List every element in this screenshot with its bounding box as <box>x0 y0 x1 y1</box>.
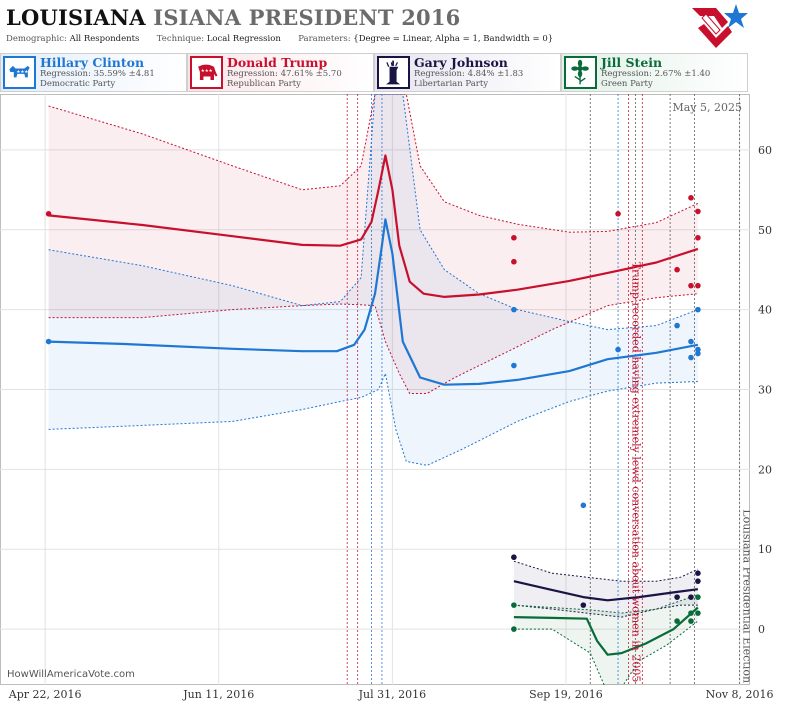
upper-bound-line <box>513 560 699 582</box>
poll-point <box>45 338 52 345</box>
poll-point <box>511 362 517 369</box>
poll-point <box>695 570 701 576</box>
regression-line <box>48 154 699 298</box>
candidate-regression: Regression: 2.67% ±1.40 <box>601 69 711 79</box>
y-tick-label: 30 <box>758 384 772 397</box>
poll-point <box>511 258 517 265</box>
regression-line <box>513 606 699 656</box>
y-tick-label: 60 <box>758 144 772 157</box>
candidate-party: Green Party <box>601 79 653 89</box>
legend-item-stein: Jill Stein Regression: 2.67% ±1.40 Green… <box>561 53 748 92</box>
poll-point <box>695 610 701 616</box>
svg-text:★★★: ★★★ <box>201 69 213 74</box>
page-title: LOUISIANA ISIANA PRESIDENT 2016 <box>6 5 460 30</box>
technique-value: Local Regression <box>206 34 281 44</box>
legend-item-johnson: Gary Johnson Regression: 4.84% ±1.83 Lib… <box>374 53 561 92</box>
candidate-regression: Regression: 47.61% ±5.70 <box>227 69 342 79</box>
poll-point <box>674 266 680 273</box>
poll-point <box>580 602 587 608</box>
plot-area: Trump recorded having extremely lewd con… <box>45 94 754 685</box>
poll-point <box>511 554 517 561</box>
x-tick-label: Sep 19, 2016 <box>529 688 603 701</box>
y-tick-label: 20 <box>758 463 772 476</box>
poll-point <box>688 610 694 616</box>
candidate-name: Gary Johnson <box>414 55 508 70</box>
liberty-statue-icon <box>377 56 410 89</box>
x-tick-label: Jun 11, 2016 <box>182 688 254 701</box>
poll-point <box>674 322 680 329</box>
parameters-value: {Degree = Linear, Alpha = 1, Bandwidth =… <box>353 34 554 44</box>
poll-point <box>688 354 694 361</box>
date-label: May 5, 2025 <box>672 101 742 114</box>
poll-point <box>695 346 701 353</box>
regression-line <box>48 218 699 386</box>
technique-label: Technique: <box>156 34 205 44</box>
lower-bound-line <box>513 604 698 618</box>
poll-point <box>580 502 587 509</box>
x-tick-label: Apr 22, 2016 <box>8 688 82 701</box>
poll-point <box>615 346 621 353</box>
poll-point <box>674 594 680 600</box>
poll-point <box>511 306 517 313</box>
parameters-line: Demographic: All Respondents Technique: … <box>6 34 553 44</box>
candidate-name: Donald Trump <box>227 55 328 70</box>
y-tick-label: 40 <box>758 304 772 317</box>
chart-header: LOUISIANA ISIANA PRESIDENT 2016 Demograp… <box>0 0 789 52</box>
event-annotation: Louisiana Presidential Election <box>741 509 754 683</box>
green-flower-icon <box>564 56 597 89</box>
poll-point <box>695 578 701 584</box>
poll-point <box>688 282 694 289</box>
confidence-band <box>513 561 698 618</box>
confidence-band <box>48 94 698 394</box>
poll-point <box>615 210 621 217</box>
candidate-name: Jill Stein <box>601 55 663 70</box>
poll-point <box>695 306 701 313</box>
poll-point <box>511 234 517 241</box>
title-state: LOUISIANA <box>6 5 146 30</box>
poll-point <box>688 195 694 201</box>
republican-elephant-icon: ★★★ <box>190 56 223 89</box>
demographic-value: All Respondents <box>69 34 140 44</box>
candidate-party: Democratic Party <box>40 79 116 89</box>
poll-point <box>45 210 52 217</box>
site-logo-icon <box>692 4 748 48</box>
candidate-regression: Regression: 4.84% ±1.83 <box>414 69 524 79</box>
y-tick-label: 0 <box>758 623 765 636</box>
title-rest: ISIANA PRESIDENT 2016 <box>153 5 461 30</box>
poll-point <box>511 626 517 632</box>
demographic-label: Demographic: <box>6 34 67 44</box>
parameters-label: Parameters: <box>298 34 351 44</box>
poll-point <box>695 234 701 241</box>
candidate-legend: ★★★ Hillary Clinton Regression: 35.59% ±… <box>0 53 789 93</box>
footer-credit: HowWillAmericaVote.com <box>7 669 135 680</box>
poll-point <box>695 282 701 289</box>
x-tick-label: Nov 8, 2016 <box>706 688 774 701</box>
poll-point <box>688 338 694 345</box>
upper-bound-line <box>513 594 699 614</box>
poll-point <box>688 618 694 624</box>
poll-point <box>674 618 680 624</box>
y-tick-label: 10 <box>758 543 772 556</box>
event-annotation: Trump recorded having extremely lewd con… <box>629 262 642 683</box>
poll-point <box>695 350 701 357</box>
candidate-regression: Regression: 35.59% ±4.81 <box>40 69 155 79</box>
poll-point <box>695 594 701 600</box>
x-tick-label: Jul 31, 2016 <box>358 688 427 701</box>
poll-point <box>511 602 517 608</box>
poll-point <box>695 208 701 215</box>
candidate-party: Republican Party <box>227 79 301 89</box>
regression-line <box>513 580 699 602</box>
lower-bound-line <box>48 371 698 466</box>
lower-bound-line <box>513 620 699 685</box>
candidate-name: Hillary Clinton <box>40 55 145 70</box>
poll-point <box>688 594 694 600</box>
y-tick-label: 50 <box>758 224 772 237</box>
svg-text:★★★: ★★★ <box>16 70 28 75</box>
candidate-party: Libertarian Party <box>414 79 489 89</box>
legend-item-trump: ★★★ Donald Trump Regression: 47.61% ±5.7… <box>187 53 374 92</box>
democrat-donkey-icon: ★★★ <box>3 56 36 89</box>
legend-item-clinton: ★★★ Hillary Clinton Regression: 35.59% ±… <box>0 53 187 92</box>
confidence-band <box>48 94 698 466</box>
